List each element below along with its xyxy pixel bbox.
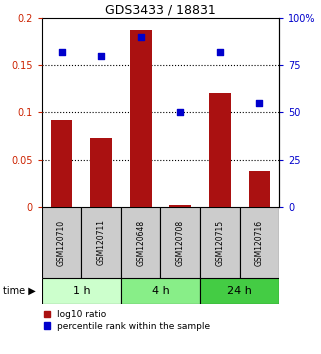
Text: GSM120716: GSM120716 [255,219,264,266]
Bar [240,207,279,278]
Text: GSM120710: GSM120710 [57,219,66,266]
Point [257,100,262,106]
Text: GSM120648: GSM120648 [136,219,145,266]
Bar [160,207,200,278]
Point [178,110,183,115]
Bar [121,278,200,304]
Bar [42,207,81,278]
Bar [121,207,160,278]
Bar [209,92,231,207]
Text: GSM120711: GSM120711 [97,219,106,266]
Bar [200,207,240,278]
Point [138,34,143,40]
Text: GSM120715: GSM120715 [215,219,224,266]
Point [217,49,222,55]
Bar [169,205,191,207]
Text: time ▶: time ▶ [3,286,36,296]
Text: GSM120708: GSM120708 [176,219,185,266]
Bar [130,30,152,207]
Text: 4 h: 4 h [152,286,169,296]
Bar [248,171,270,207]
Bar [51,120,73,207]
Legend: log10 ratio, percentile rank within the sample: log10 ratio, percentile rank within the … [43,309,211,331]
Point [99,53,104,58]
Bar [200,278,279,304]
Bar [90,138,112,207]
Text: 24 h: 24 h [227,286,252,296]
Bar [42,278,121,304]
Bar [81,207,121,278]
Text: 1 h: 1 h [73,286,90,296]
Point [59,49,64,55]
Title: GDS3433 / 18831: GDS3433 / 18831 [105,4,216,17]
